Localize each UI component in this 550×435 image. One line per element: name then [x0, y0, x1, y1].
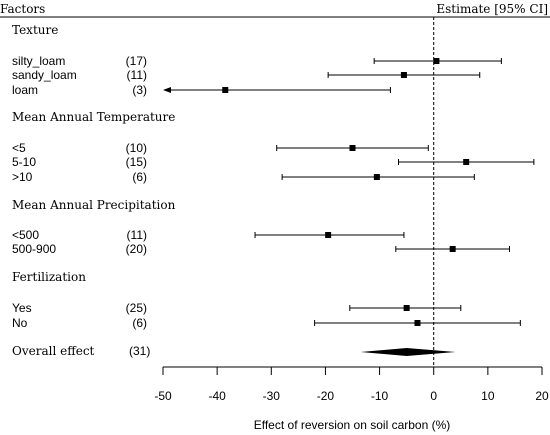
row-n: (17)	[126, 54, 147, 68]
x-tick-label: 10	[481, 389, 495, 403]
row-n: (25)	[126, 301, 147, 315]
point-estimate	[349, 145, 356, 151]
x-ticks: -50 -40 -30 -20 -10 0 10 20	[154, 367, 549, 403]
point-estimate	[433, 58, 440, 64]
row-label: <5	[12, 141, 26, 155]
point-estimate	[449, 246, 456, 252]
x-axis: -50 -40 -30 -20 -10 0 10 20 Effect of reversion…	[154, 366, 549, 432]
row-label: 500-900	[12, 242, 56, 256]
x-tick-label: -40	[208, 389, 226, 403]
row-label: No	[12, 316, 28, 330]
group-heading: Fertilization	[12, 270, 86, 284]
x-axis-label: Effect of reversion on soil carbon (%)	[254, 418, 451, 432]
row-n: (6)	[132, 170, 147, 184]
row-label: loam	[12, 83, 38, 97]
ci-arrow-left	[163, 87, 171, 93]
group-heading: Mean Annual Temperature	[12, 110, 175, 124]
row-label: sandy_loam	[12, 68, 77, 82]
header-estimate: Estimate [95% CI]	[436, 2, 548, 16]
row-n: (11)	[127, 228, 147, 242]
overall-diamond	[360, 348, 456, 356]
x-tick-label: -10	[371, 389, 389, 403]
row-n: (11)	[127, 68, 147, 82]
point-estimate	[414, 320, 421, 326]
row-label: 5-10	[12, 155, 36, 169]
point-estimate	[222, 87, 229, 93]
overall-n: (31)	[129, 344, 150, 358]
point-estimate	[400, 72, 407, 78]
forest-rows: Texture silty_loam (17) sandy_loam (11) loam (…	[12, 23, 535, 330]
x-tick-label: 0	[430, 389, 437, 403]
row-label: <500	[12, 228, 39, 242]
group-heading: Texture	[12, 23, 58, 37]
point-estimate	[463, 159, 470, 165]
row-label: >10	[12, 170, 33, 184]
row-label: Yes	[12, 301, 32, 315]
row-n: (10)	[126, 141, 147, 155]
x-tick-label: 20	[535, 389, 549, 403]
x-tick-label: -50	[154, 389, 172, 403]
point-estimate	[325, 232, 332, 238]
group-heading: Mean Annual Precipitation	[12, 198, 176, 212]
row-label: silty_loam	[12, 54, 65, 68]
overall-label: Overall effect	[12, 344, 95, 358]
row-n: (20)	[126, 242, 147, 256]
point-estimate	[373, 174, 380, 180]
x-tick-label: -30	[263, 389, 281, 403]
overall-effect: Overall effect (31)	[12, 344, 456, 358]
point-estimate	[403, 305, 410, 311]
row-n: (15)	[126, 155, 147, 169]
x-tick-label: -20	[317, 389, 335, 403]
row-n: (6)	[132, 316, 147, 330]
row-n: (3)	[132, 83, 147, 97]
header-factors: Factors	[0, 2, 45, 16]
